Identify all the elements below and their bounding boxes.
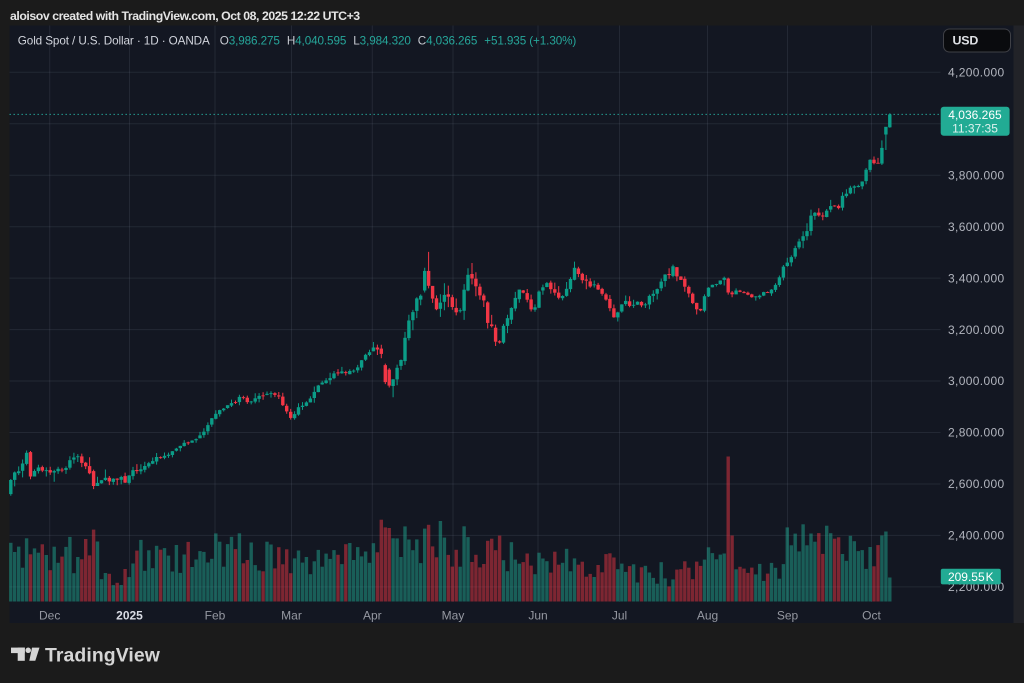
svg-text:2,400.000: 2,400.000 bbox=[948, 529, 1005, 543]
svg-text:Gold Spot / U.S. Dollar · 1D ·: Gold Spot / U.S. Dollar · 1D · OANDA O3,9… bbox=[18, 35, 577, 48]
svg-text:Apr: Apr bbox=[363, 609, 382, 623]
svg-text:4,200.000: 4,200.000 bbox=[948, 66, 1005, 80]
svg-text:Aug: Aug bbox=[697, 609, 718, 623]
svg-text:aloisov created with TradingVi: aloisov created with TradingView.com, Oc… bbox=[10, 9, 360, 23]
svg-text:209.55 K: 209.55 K bbox=[948, 570, 994, 584]
svg-text:2,800.000: 2,800.000 bbox=[948, 426, 1005, 440]
svg-text:Mar: Mar bbox=[281, 609, 302, 623]
svg-text:2025: 2025 bbox=[116, 609, 143, 623]
svg-text:3,600.000: 3,600.000 bbox=[948, 220, 1005, 234]
svg-text:Jul: Jul bbox=[612, 609, 627, 623]
svg-text:4,036.265: 4,036.265 bbox=[948, 108, 1002, 122]
svg-text:3,800.000: 3,800.000 bbox=[948, 168, 1005, 182]
svg-text:Jun: Jun bbox=[528, 609, 547, 623]
svg-text:3,000.000: 3,000.000 bbox=[948, 374, 1005, 388]
svg-text:USD: USD bbox=[953, 34, 979, 48]
svg-text:May: May bbox=[442, 609, 465, 623]
svg-text:3,400.000: 3,400.000 bbox=[948, 271, 1005, 285]
svg-text:TradingView: TradingView bbox=[45, 644, 161, 666]
svg-text:Sep: Sep bbox=[777, 609, 799, 623]
svg-text:Feb: Feb bbox=[205, 609, 226, 623]
svg-text:11:37:35: 11:37:35 bbox=[952, 121, 998, 135]
svg-text:Oct: Oct bbox=[862, 609, 881, 623]
svg-text:2,600.000: 2,600.000 bbox=[948, 477, 1005, 491]
svg-text:3,200.000: 3,200.000 bbox=[948, 323, 1005, 337]
svg-text:Dec: Dec bbox=[39, 609, 60, 623]
